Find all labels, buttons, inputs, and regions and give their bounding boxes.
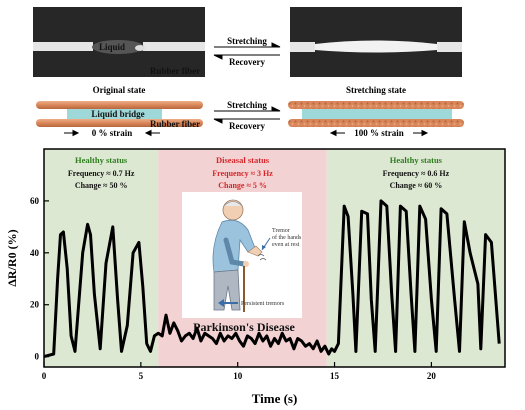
region-frequency-0: Frequency ≈ 0.7 Hz (68, 169, 135, 178)
strain-0-arrows (64, 129, 160, 137)
tremor-arrow-icon (262, 245, 266, 250)
liquid-label: Liquid (99, 42, 125, 52)
original-fiber-schematic (36, 101, 203, 127)
stretched-fiber-schematic (288, 101, 464, 127)
y-tick-label: 60 (30, 196, 40, 206)
x-tick-label: 20 (427, 371, 437, 381)
strain-100-label: 100 % strain (354, 128, 404, 138)
strain-100-arrows (329, 129, 429, 137)
y-tick-label: 0 (35, 352, 40, 362)
plot-frame (43, 148, 506, 368)
tremor-label: Tremor of the hands even at rest (272, 228, 303, 248)
stretching-state-label: Stretching state (346, 85, 406, 95)
x-tick-label: 5 (139, 371, 144, 381)
reversible-arrow-icon (213, 106, 281, 124)
recovery-label-top: Recovery (229, 57, 265, 67)
series-line (43, 199, 501, 359)
stretching-label-top: Stretching (227, 36, 267, 46)
region-title-1: Diseasal status (216, 155, 270, 165)
stretching-label-bottom: Stretching (227, 100, 267, 110)
region-frequency-2: Frequency ≈ 0.6 Hz (383, 169, 450, 178)
region-title-2: Healthy status (390, 155, 443, 165)
region-frequency-1: Frequency ≈ 3 Hz (212, 169, 273, 178)
x-tick-label: 0 (42, 371, 47, 381)
y-tick-label: 20 (30, 300, 40, 310)
region-change-2: Change ≈ 60 % (390, 181, 443, 190)
original-state-label: Original state (93, 85, 146, 95)
x-tick-label: 10 (233, 371, 243, 381)
x-tick-label: 15 (330, 371, 340, 381)
y-tick-label: 40 (30, 248, 40, 258)
rubber-fiber-photo-label: Rubber fiber (150, 66, 200, 76)
parkinsons-disease-label: Parkinson's Disease (193, 320, 295, 334)
reversible-arrow-icon (213, 42, 281, 60)
region-title-0: Healthy status (75, 155, 128, 165)
chart-axes: 0 5 10 15 20 0 20 40 60 Time (s) ΔR/R0 (%) (5, 148, 506, 406)
original-state-photo (33, 7, 205, 77)
region-change-1: Change ≈ 5 % (218, 181, 267, 190)
rubber-fiber-schematic-label: Rubber fiber (150, 119, 200, 129)
strain-0-label: 0 % strain (92, 128, 133, 138)
persistent-tremor-arrow-icon (218, 299, 238, 307)
persistent-tremors-label: Persistent tremors (241, 301, 285, 307)
region-change-0: Change ≈ 50 % (75, 181, 128, 190)
stretching-state-photo (290, 7, 462, 77)
elderly-person-with-cane-icon (212, 199, 267, 312)
parkinson-illustration: Tremor of the hands even at rest Persist… (182, 192, 303, 318)
liquid-bridge-label: Liquid bridge (91, 109, 144, 119)
x-axis-label: Time (s) (252, 391, 298, 406)
signal-trace (43, 199, 501, 359)
recovery-label-bottom: Recovery (229, 121, 265, 131)
y-axis-label: ΔR/R0 (%) (5, 229, 19, 286)
